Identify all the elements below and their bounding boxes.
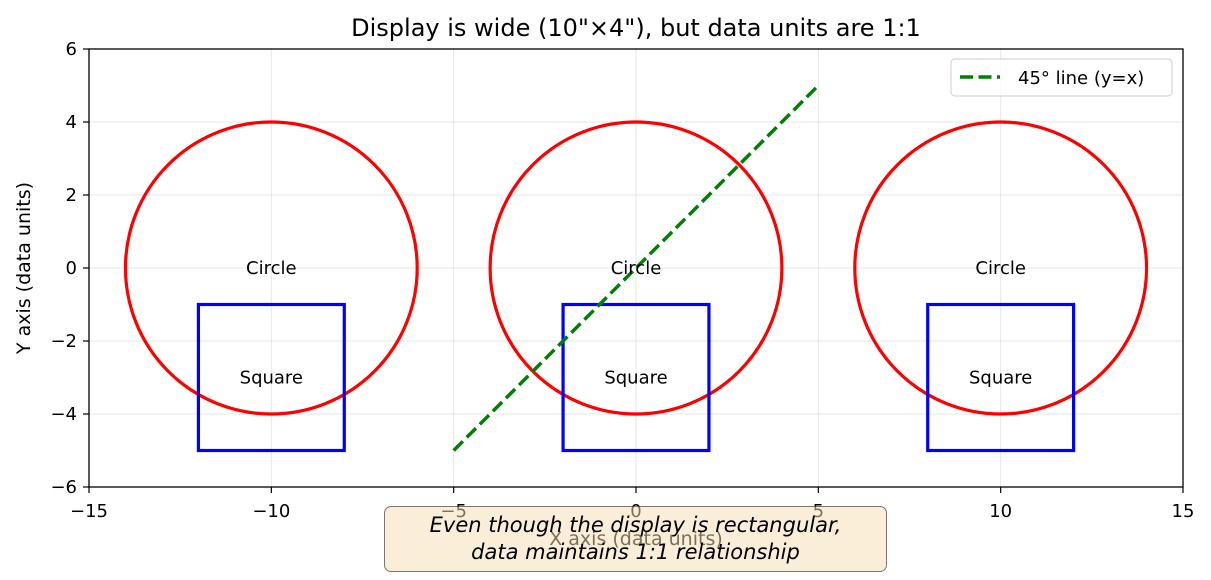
circle-shape-2 — [488, 120, 784, 416]
y-tick-label-6: 6 — [66, 39, 77, 60]
circle-label-2: Circle — [611, 258, 662, 279]
y-tick-label-0: −6 — [50, 477, 77, 498]
y-axis-label: Y axis (data units) — [13, 182, 35, 355]
annotation-line-1: Even though the display is rectangular, — [429, 513, 842, 537]
y-tick-label-2: −2 — [50, 331, 77, 352]
square-label-1: Square — [240, 368, 303, 389]
x-tick-label-6: 15 — [1172, 501, 1195, 522]
x-tick-label-0: −15 — [70, 501, 108, 522]
legend-frame — [950, 58, 1173, 97]
square-label-2: Square — [604, 368, 667, 389]
circle-label-1: Circle — [246, 258, 297, 279]
y-tick-label-5: 4 — [66, 112, 77, 133]
y-tick-label-4: 2 — [66, 185, 77, 206]
square-shape-3 — [926, 302, 1076, 453]
circle-shape-3 — [853, 120, 1149, 416]
chart-title: Display is wide (10"×4"), but data units… — [351, 14, 921, 42]
circle-label-3: Circle — [975, 258, 1026, 279]
y-tick-label-3: 0 — [66, 258, 77, 279]
series — [452, 84, 820, 452]
square-shape-2 — [561, 302, 711, 453]
x-tick-label-5: 10 — [989, 501, 1012, 522]
square-shape-1 — [196, 302, 346, 453]
legend-label: 45° line (y=x) — [1018, 68, 1144, 89]
x-tick-label-1: −10 — [252, 501, 290, 522]
shapes — [123, 120, 1149, 453]
legend: 45° line (y=x) — [950, 58, 1173, 97]
y-tick-label-1: −4 — [50, 404, 77, 425]
annotation-box: Even though the display is rectangular, … — [384, 506, 887, 572]
annotation-line-2: data maintains 1:1 relationship — [471, 540, 800, 564]
shape-labels: Circle Circle Circle Square Square Square — [240, 258, 1033, 389]
circle-shape-1 — [123, 120, 419, 416]
square-label-3: Square — [969, 368, 1032, 389]
series-line-1 — [452, 84, 820, 452]
